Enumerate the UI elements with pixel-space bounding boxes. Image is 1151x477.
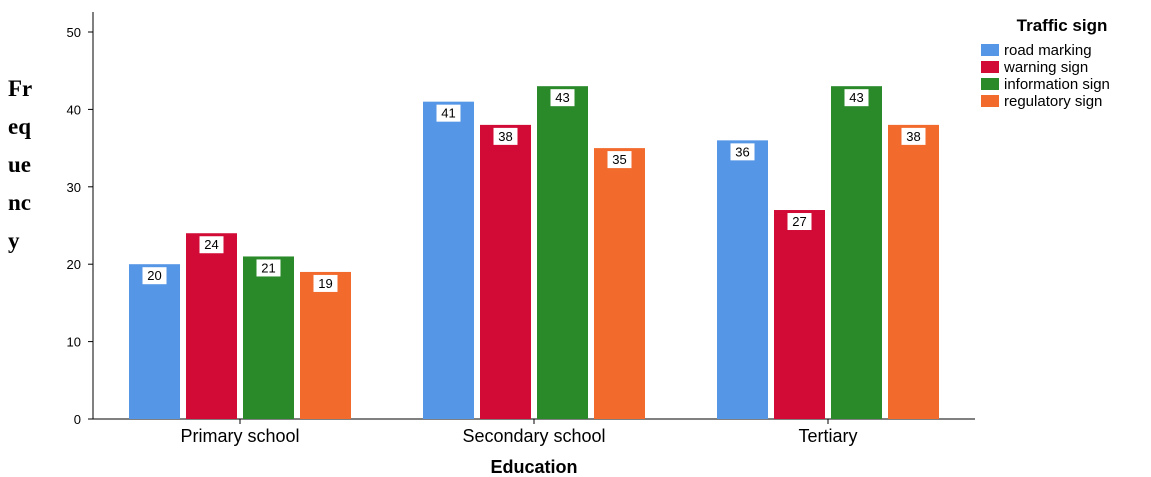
data-label-box	[901, 127, 926, 145]
bar	[129, 264, 180, 419]
data-labels: 20 41 36 24 38 27 21 43 43 19 35 38	[142, 89, 926, 292]
legend-swatch	[981, 61, 999, 73]
data-label: 21	[261, 260, 275, 275]
x-tick-label: Tertiary	[798, 426, 857, 446]
y-axis-label-line: eq	[8, 114, 31, 139]
y-tick-label: 20	[67, 257, 81, 272]
y-tick-label: 40	[67, 102, 81, 117]
legend-swatch	[981, 95, 999, 107]
bar	[774, 210, 825, 419]
data-label-box	[607, 151, 632, 169]
x-axis-label: Education	[490, 457, 577, 477]
bar	[186, 233, 237, 419]
legend-entry: warning sign	[1003, 59, 1088, 76]
bar	[594, 148, 645, 419]
legend-swatch	[981, 44, 999, 56]
data-label-box	[256, 259, 281, 277]
x-tick-label: Primary school	[180, 426, 299, 446]
data-label-box	[730, 143, 755, 161]
data-label-box	[142, 267, 167, 285]
bars	[129, 86, 939, 420]
bar	[888, 124, 939, 419]
y-tick-label: 0	[74, 412, 81, 427]
axes: 0 10 20 30 40 50 Primary school Secondary schoo…	[67, 12, 975, 477]
bar	[480, 124, 531, 419]
y-axis-label-line: ue	[8, 152, 31, 177]
data-label: 41	[441, 106, 455, 121]
legend-entry: regulatory sign	[1004, 93, 1102, 110]
x-tick-label: Secondary school	[462, 426, 605, 446]
bar	[243, 256, 294, 419]
bar	[423, 101, 474, 419]
y-axis-label-line: Fr	[8, 76, 33, 101]
y-axis-label: Fr eq ue nc y	[8, 70, 52, 260]
bar	[831, 86, 882, 420]
y-tick-label: 50	[67, 25, 81, 40]
bar	[537, 86, 588, 420]
data-label-box	[550, 89, 575, 107]
data-label: 43	[849, 90, 863, 105]
y-axis-label-line: nc	[8, 190, 31, 215]
legend-entry: road marking	[1004, 42, 1092, 59]
data-label: 24	[204, 237, 218, 252]
data-label: 38	[906, 129, 920, 144]
data-label-box	[844, 89, 869, 107]
legend-entry: information sign	[1004, 76, 1110, 93]
data-label: 27	[792, 214, 806, 229]
y-axis-label-line: y	[8, 228, 20, 253]
legend-swatch	[981, 78, 999, 90]
data-label-box	[313, 274, 338, 292]
legend-title: Traffic sign	[1017, 16, 1108, 35]
data-label: 38	[498, 129, 512, 144]
data-label: 20	[147, 268, 161, 283]
data-label: 43	[555, 90, 569, 105]
bar	[717, 140, 768, 420]
y-tick-label: 10	[67, 335, 81, 350]
data-label: 35	[612, 152, 626, 167]
data-label-box	[436, 104, 461, 122]
data-label: 36	[735, 144, 749, 159]
data-label-box	[493, 127, 518, 145]
data-label: 19	[318, 276, 332, 291]
data-label-box	[787, 213, 812, 231]
bar	[300, 271, 351, 419]
data-label-box	[199, 236, 224, 254]
y-tick-label: 30	[67, 180, 81, 195]
